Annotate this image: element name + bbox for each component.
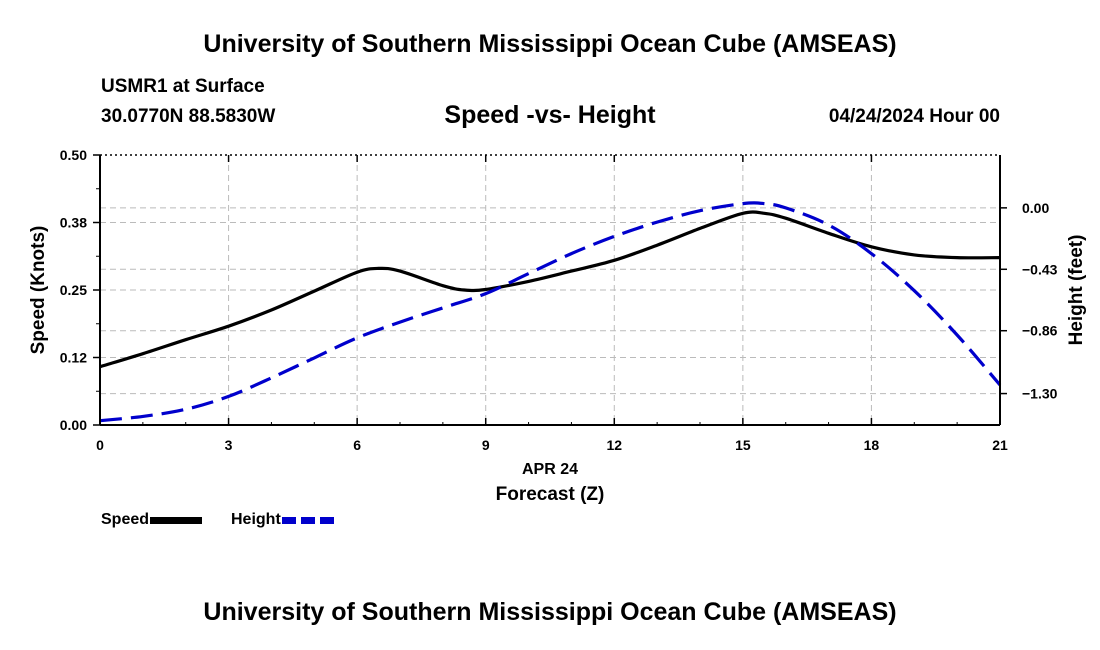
x-tick-label: 12 (606, 437, 622, 453)
y-left-tick-label: 0.25 (60, 282, 87, 298)
x-tick-label: 18 (864, 437, 880, 453)
y-left-tick-label: 0.00 (60, 417, 87, 433)
y-right-tick-label: 0.00 (1022, 200, 1049, 216)
footer-title: University of Southern Mississippi Ocean… (203, 598, 897, 626)
axis-ticks: 0 3 6 9 12 15 18 21 0.00 0.12 0.25 0.38 0.50 0.00 −0.4… (60, 147, 1058, 453)
y-left-tick-label: 0.38 (60, 215, 87, 231)
legend-label-height: Height (231, 511, 281, 528)
x-tick-label: 9 (482, 437, 490, 453)
station-coordinates: 30.0770N 88.5830W (101, 106, 276, 127)
y-left-tick-label: 0.12 (60, 350, 87, 366)
chart-subtitle: Speed -vs- Height (444, 101, 656, 129)
x-tick-label: 0 (96, 437, 104, 453)
series-line-speed (99, 210, 1001, 369)
x-tick-label: 6 (353, 437, 361, 453)
series-lines (99, 201, 1002, 423)
y-right-tick-label: −0.43 (1022, 261, 1058, 277)
legend-swatch-height (281, 516, 334, 524)
x-tick-label: 3 (225, 437, 233, 453)
y-axis-right-label: Height (feet) (1066, 235, 1087, 346)
x-axis-date-label: APR 24 (522, 461, 578, 478)
y-left-tick-label: 0.50 (60, 147, 87, 163)
y-axis-left-label: Speed (Knots) (28, 226, 49, 355)
legend-item-speed: Speed (101, 509, 203, 531)
x-tick-label: 15 (735, 437, 751, 453)
forecast-timestamp: 04/24/2024 Hour 00 (828, 106, 1000, 127)
y-right-tick-label: −1.30 (1022, 386, 1058, 402)
legend-item-height: Height (231, 509, 334, 531)
main-title: University of Southern Mississippi Ocean… (203, 30, 897, 58)
legend-swatch-speed (150, 516, 203, 524)
x-axis-label: Forecast (Z) (496, 484, 605, 505)
legend-label-speed: Speed (101, 511, 150, 528)
axis-labels: APR 24 Forecast (Z) Speed (Knots) Height… (28, 226, 1087, 505)
x-tick-label: 21 (992, 437, 1008, 453)
grid-lines (100, 155, 1000, 425)
series-line-height (99, 201, 1002, 423)
y-right-tick-label: −0.86 (1022, 323, 1058, 339)
station-name: USMR1 at Surface (101, 76, 265, 97)
